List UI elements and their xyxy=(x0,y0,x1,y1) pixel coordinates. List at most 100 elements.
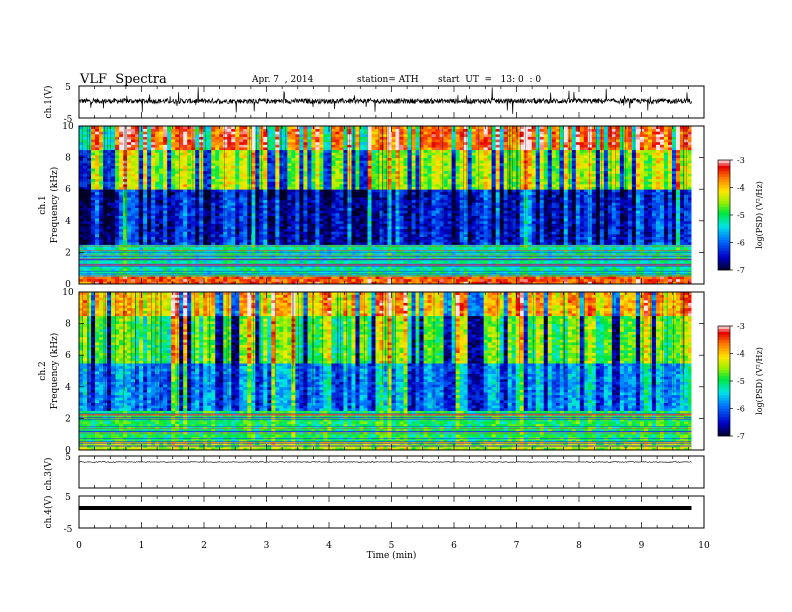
ch1-spec-cell xyxy=(311,260,316,264)
ch1-spec-cell xyxy=(339,223,344,227)
ch1-spec-cell xyxy=(475,220,481,224)
ch1-spec-cell xyxy=(531,212,537,216)
ch1-spec-cell xyxy=(287,241,292,245)
ch1-spec-cell xyxy=(127,199,132,203)
ch1-spec-cell xyxy=(547,276,553,280)
ch1-spec-cell xyxy=(139,215,144,219)
ch1-spec-cell xyxy=(479,236,485,240)
ch1-spec-cell xyxy=(423,233,428,237)
ch1-spec-cell xyxy=(135,270,140,274)
ch1-spec-cell xyxy=(611,281,617,284)
ch1-spec-cell xyxy=(391,228,396,232)
ch1-spec-cell xyxy=(107,212,112,216)
ch1-spec-cell xyxy=(423,231,428,235)
ch1-spec-cell xyxy=(539,218,545,222)
ch1-spec-cell xyxy=(343,223,348,227)
ch1-spec-cell xyxy=(199,276,204,280)
ch1-spec-cell xyxy=(395,233,400,237)
ch1-spec-cell xyxy=(635,223,641,227)
ch1-spec-cell xyxy=(539,270,545,274)
ch1-spec-cell xyxy=(655,281,661,284)
ch1-spec-cell xyxy=(99,247,104,251)
ch1-spec-cell xyxy=(219,215,224,219)
ch1-spec-cell xyxy=(199,223,204,227)
ch1-spec-cell xyxy=(383,218,388,222)
ch1-spec-cell xyxy=(303,199,308,203)
ch1-spec-cell xyxy=(467,249,473,253)
ch1-spec-cell xyxy=(363,218,368,222)
ch1-spec-cell xyxy=(211,241,216,245)
ch1-spec-cell xyxy=(679,278,685,282)
ch1-spec-cell xyxy=(251,273,256,277)
ch1-spec-cell xyxy=(319,241,324,245)
ch1-spec-cell xyxy=(143,231,148,235)
ch1-spec-cell xyxy=(491,231,497,235)
ch1-spec-cell xyxy=(579,220,585,224)
ch1-spec-cell xyxy=(567,210,573,214)
ch1-spec-cell xyxy=(679,212,685,216)
ch1-spec-cell xyxy=(223,202,228,206)
ch1-spec-cell xyxy=(535,233,541,237)
ch1-spec-cell xyxy=(455,270,461,274)
ch1-spec-cell xyxy=(107,226,112,230)
ch1-spec-cell xyxy=(487,260,493,264)
ch1-spec-cell xyxy=(283,226,288,230)
ch1-spec-cell xyxy=(179,278,184,282)
ch1-spec-cell xyxy=(275,228,280,232)
ch1-spec-cell xyxy=(211,207,216,211)
ch1-spec-cell xyxy=(427,205,432,209)
ch1-spec-cell xyxy=(643,249,649,253)
ch1-spec-cell xyxy=(347,260,352,264)
ch1-spec-cell xyxy=(655,205,661,209)
ch1-spec-cell xyxy=(171,226,176,230)
ch1-spec-cell xyxy=(95,265,100,269)
ch1-spec-cell xyxy=(191,252,196,256)
ch1-spec-cell xyxy=(447,228,452,232)
ch1-spec-cell xyxy=(599,231,605,235)
ch1-spec-cell xyxy=(407,241,412,245)
ch1-spec-cell xyxy=(319,218,324,222)
ch1-spec-cell xyxy=(479,270,485,274)
ch1-spec-cell xyxy=(307,239,312,243)
ch1-spec-cell xyxy=(391,276,396,280)
ch1-spec-cell xyxy=(607,205,613,209)
ch1-spec-cell xyxy=(503,239,509,243)
ch1-spec-cell xyxy=(283,252,288,256)
ch1-spec-cell xyxy=(239,231,244,235)
ch1-spec-cell xyxy=(503,265,509,269)
ch1-spec-cell xyxy=(595,202,601,206)
ch1-spec-cell xyxy=(179,226,184,230)
ch1-spec-cell xyxy=(439,205,444,209)
ch1-spec-cell xyxy=(87,231,92,235)
ch1-spec-cell xyxy=(339,236,344,240)
ch1-spec-cell xyxy=(583,218,589,222)
ch1-spec-cell xyxy=(487,207,493,211)
ch1-spec-cell xyxy=(187,231,192,235)
ch1-spec-cell xyxy=(499,252,505,256)
ch1-spec-cell xyxy=(171,233,176,237)
ch1-spec-cell xyxy=(439,223,444,227)
ch1-spec-cell xyxy=(635,249,641,253)
ch1-spec-cell xyxy=(191,276,196,280)
ch1-spec-cell xyxy=(455,239,461,243)
ch1-spec-cell xyxy=(527,205,533,209)
ch1-spec-cell xyxy=(247,270,252,274)
ch1-spec-cell xyxy=(583,210,589,214)
ch1-spec-cell xyxy=(479,218,485,222)
ch1-spec-cell xyxy=(607,270,613,274)
ch1-spec-cell xyxy=(367,215,372,219)
ch1-spec-cell xyxy=(383,215,388,219)
ch1-spec-cell xyxy=(543,220,549,224)
ch1-spec-cell xyxy=(135,223,140,227)
ch1-spec-cell xyxy=(283,228,288,232)
ch1-spec-cell xyxy=(507,220,513,224)
ch1-spec-cell xyxy=(303,220,308,224)
ch1-spec-cell xyxy=(679,265,685,269)
ch1-spec-cell xyxy=(451,207,457,211)
ch1-spec-cell xyxy=(519,218,525,222)
ch1-spec-cell xyxy=(459,205,465,209)
ch1-spec-cell xyxy=(211,281,216,284)
ch1-spec-cell xyxy=(127,218,132,222)
ch1-spec-cell xyxy=(315,218,320,222)
ch1-spec-cell xyxy=(203,207,208,211)
